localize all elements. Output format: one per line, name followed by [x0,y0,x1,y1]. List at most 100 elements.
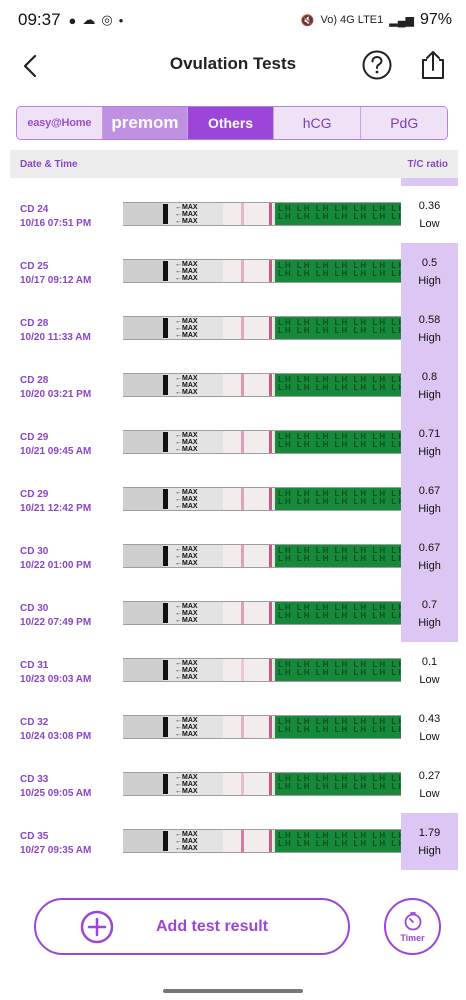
home-indicator[interactable] [163,989,303,993]
timer-button[interactable]: Timer [384,898,441,955]
cycle-day: CD 28 [20,375,49,386]
row-date-time: CD 31 10/23 09:03 AM [20,659,91,687]
date-time: 10/24 03:08 PM [20,731,92,742]
tc-ratio-level: Low [419,217,440,230]
tc-ratio-value: 0.36 [418,199,441,212]
timer-label: Timer [400,932,425,943]
control-line [269,374,272,396]
strip-max-markings: ←MAX ←MAX ←MAX [175,204,198,225]
result-row[interactable]: CD 30 10/22 01:00 PM ←MAX ←MAX ←MAX LH LH LH … [10,528,458,585]
instagram-icon: ◎ [101,12,113,27]
mute-icon: 🔇 [300,14,315,27]
strip-result-window [223,773,273,795]
test-line [241,659,244,681]
test-strip-image[interactable]: ←MAX←MAX←MAX LH LH LH LH LH LH LH LH LH L… [123,829,401,853]
strip-handle [123,602,163,624]
strip-max-markings: ←MAX ←MAX ←MAX [175,432,198,453]
test-strip-image[interactable]: ←MAX←MAX←MAX LH LH LH LH LH LH LH LH LH L… [123,373,401,397]
table-header: Date & Time T/C ratio [10,150,458,178]
test-strip-image[interactable]: ←MAX←MAX←MAX LH LH LH LH LH LH LH LH LH L… [123,316,401,340]
result-row[interactable]: CD 24 10/16 07:51 PM ←MAX ←MAX ←MAX LH LH LH … [10,186,458,243]
control-line [269,830,272,852]
test-line [241,260,244,282]
test-strip-image[interactable]: ←MAX←MAX←MAX LH LH LH LH LH LH LH LH LH L… [123,259,401,283]
strip-result-window [223,716,273,738]
tab-premom[interactable]: premom [102,107,189,139]
tab-hcg[interactable]: hCG [273,107,362,139]
help-button[interactable] [361,49,393,81]
strip-result-window [223,203,273,225]
test-strip-image[interactable]: ←MAX←MAX←MAX LH LH LH LH LH LH LH LH LH L… [123,715,401,739]
tab-others[interactable]: Others [188,107,274,139]
strip-handle [123,431,163,453]
date-time: 10/22 01:00 PM [20,560,92,571]
add-test-result-button[interactable]: Add test result [34,898,350,955]
strip-marker [163,432,168,452]
cycle-day: CD 31 [20,660,49,671]
network-label: Vo) 4G LTE1 [320,14,384,26]
strip-max-markings: ←MAX ←MAX ←MAX [175,660,198,681]
test-strip-image[interactable]: ←MAX←MAX←MAX LH LH LH LH LH LH LH LH LH L… [123,202,401,226]
tc-ratio-cell: 1.79 High [401,813,458,870]
strip-lh-label: LH LH LH LH LH LH LH LH LH LH LH LH LH L… [275,545,401,567]
cycle-day: CD 32 [20,717,49,728]
tc-ratio-value: 1.79 [418,826,441,839]
tc-ratio-cell: 0.67 High [401,471,458,528]
control-line [269,431,272,453]
control-line [269,602,272,624]
test-strip-image[interactable]: ←MAX←MAX←MAX LH LH LH LH LH LH LH LH LH L… [123,544,401,568]
test-strip-image[interactable]: ←MAX←MAX←MAX LH LH LH LH LH LH LH LH LH L… [123,772,401,796]
cycle-day: CD 25 [20,261,49,272]
notification-icons: ● ☁ ◎ • [69,12,124,28]
strip-marker [163,831,168,851]
strip-max-markings: ←MAX ←MAX ←MAX [175,546,198,567]
test-strip-image[interactable]: ←MAX←MAX←MAX LH LH LH LH LH LH LH LH LH L… [123,487,401,511]
test-strip-image[interactable]: ←MAX←MAX←MAX LH LH LH LH LH LH LH LH LH L… [123,601,401,625]
strip-handle [123,203,163,225]
strip-handle [123,716,163,738]
result-row[interactable]: CD 31 10/23 09:03 AM ←MAX ←MAX ←MAX LH LH LH … [10,642,458,699]
cycle-day: CD 33 [20,774,49,785]
result-row[interactable]: CD 32 10/24 03:08 PM ←MAX ←MAX ←MAX LH LH LH … [10,699,458,756]
result-row[interactable]: CD 28 10/20 11:33 AM ←MAX ←MAX ←MAX LH LH LH … [10,300,458,357]
tc-ratio-cell: 0.7 High [401,585,458,642]
test-line [241,488,244,510]
strip-lh-label: LH LH LH LH LH LH LH LH LH LH LH LH LH L… [275,830,401,852]
test-line [241,203,244,225]
tab-pdg[interactable]: PdG [361,107,447,139]
test-line [241,374,244,396]
share-button[interactable] [418,49,448,81]
battery-level: 97% [419,11,452,28]
strip-marker [163,318,168,338]
strip-max-markings: ←MAX ←MAX ←MAX [175,318,198,339]
tc-ratio-level: High [418,616,441,629]
strip-marker [163,546,168,566]
control-line [269,488,272,510]
result-row[interactable]: CD 35 10/27 09:35 AM ←MAX ←MAX ←MAX LH LH LH … [10,813,458,870]
result-row[interactable]: CD 28 10/20 03:21 PM ←MAX ←MAX ←MAX LH LH LH … [10,357,458,414]
row-date-time: CD 35 10/27 09:35 AM [20,830,91,858]
question-icon [362,50,392,80]
tc-ratio-value: 0.1 [421,655,438,668]
back-button[interactable] [14,50,46,82]
strip-handle [123,545,163,567]
row-date-time: CD 30 10/22 01:00 PM [20,545,91,573]
tc-ratio-cell: 0.5 High [401,243,458,300]
strip-lh-label: LH LH LH LH LH LH LH LH LH LH LH LH LH L… [275,488,401,510]
test-strip-image[interactable]: ←MAX←MAX←MAX LH LH LH LH LH LH LH LH LH L… [123,658,401,682]
test-strip-image[interactable]: ←MAX←MAX←MAX LH LH LH LH LH LH LH LH LH L… [123,430,401,454]
result-row[interactable]: CD 30 10/22 07:49 PM ←MAX ←MAX ←MAX LH LH LH … [10,585,458,642]
result-row[interactable]: CD 33 10/25 09:05 AM ←MAX ←MAX ←MAX LH LH LH … [10,756,458,813]
strip-lh-label: LH LH LH LH LH LH LH LH LH LH LH LH LH L… [275,374,401,396]
result-row[interactable]: CD 29 10/21 12:42 PM ←MAX ←MAX ←MAX LH LH LH … [10,471,458,528]
result-row[interactable]: CD 25 10/17 09:12 AM ←MAX ←MAX ←MAX LH LH LH … [10,243,458,300]
tc-ratio-value: 0.5 [421,256,438,269]
result-row[interactable]: CD 29 10/21 09:45 AM ←MAX ←MAX ←MAX LH LH LH … [10,414,458,471]
tc-ratio-level: High [418,559,441,572]
tab-easy-home[interactable]: easy@Home [17,107,103,139]
strip-marker [163,261,168,281]
tc-ratio-value: 0.43 [418,712,441,725]
test-line [241,830,244,852]
strip-result-window [223,830,273,852]
brand-tabs: easy@Home premom Others hCG PdG [16,106,448,140]
